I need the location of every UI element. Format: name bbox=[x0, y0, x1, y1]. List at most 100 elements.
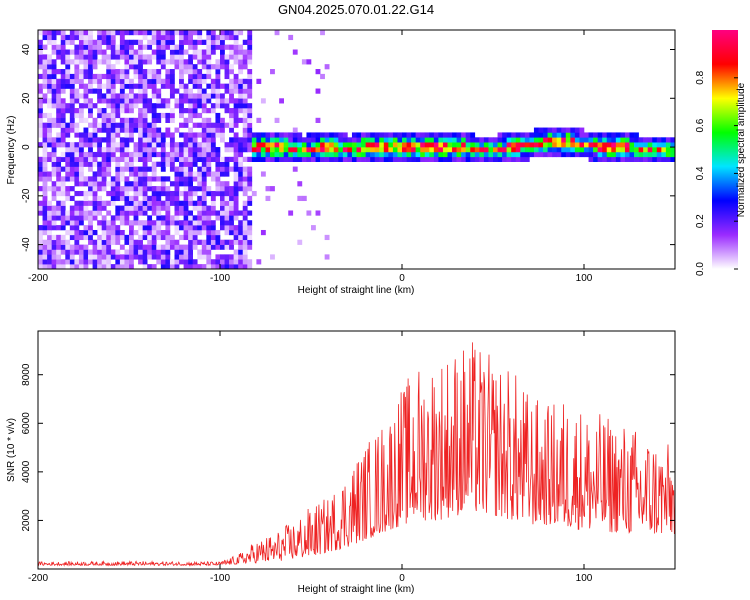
heatmap-cell bbox=[119, 93, 125, 99]
heatmap-cell bbox=[47, 229, 52, 236]
heatmap-cell bbox=[292, 49, 298, 55]
heatmap-cell bbox=[233, 49, 239, 55]
heatmap-cell bbox=[142, 73, 148, 80]
heatmap-cell bbox=[333, 137, 339, 143]
heatmap-cell bbox=[183, 181, 189, 187]
heatmap-cell bbox=[101, 147, 107, 153]
heatmap-cell bbox=[138, 147, 143, 153]
heatmap-cell bbox=[160, 78, 166, 84]
heatmap-cell bbox=[160, 161, 166, 167]
heatmap-cell bbox=[210, 49, 216, 55]
heatmap-cell bbox=[356, 151, 362, 158]
heatmap-cell bbox=[65, 229, 71, 236]
heatmap-cell bbox=[197, 254, 203, 260]
heatmap-cell bbox=[379, 156, 385, 162]
heatmap-cell bbox=[151, 229, 157, 236]
heatmap-cell bbox=[242, 64, 248, 70]
heatmap-cell bbox=[338, 147, 344, 153]
heatmap-cell bbox=[101, 239, 107, 245]
heatmap-cell bbox=[188, 254, 193, 260]
heatmap-cell bbox=[411, 142, 416, 148]
heatmap-cell bbox=[165, 83, 171, 89]
heatmap-cell bbox=[370, 147, 375, 153]
heatmap-cell bbox=[188, 103, 193, 109]
heatmap-cell bbox=[101, 176, 107, 182]
heatmap-cell bbox=[138, 171, 143, 177]
heatmap-cell bbox=[65, 190, 71, 197]
heatmap-cell bbox=[447, 156, 453, 162]
heatmap-cell bbox=[210, 234, 216, 241]
heatmap-cell bbox=[220, 132, 225, 138]
heatmap-cell bbox=[69, 83, 75, 89]
heatmap-cell bbox=[215, 254, 221, 260]
heatmap-cell bbox=[124, 156, 130, 162]
heatmap-cell bbox=[179, 112, 184, 119]
heatmap-cell bbox=[179, 34, 184, 41]
heatmap-cell bbox=[238, 83, 244, 89]
heatmap-cell bbox=[60, 190, 66, 197]
heatmap-cell bbox=[597, 147, 603, 153]
heatmap-cell bbox=[165, 200, 171, 206]
heatmap-cell bbox=[224, 171, 230, 177]
heatmap-cell bbox=[106, 229, 112, 236]
heatmap-cell bbox=[119, 39, 125, 45]
heatmap-cell bbox=[151, 103, 157, 109]
heatmap-cell bbox=[215, 166, 221, 172]
heatmap-cell bbox=[270, 156, 275, 162]
heatmap-cell bbox=[320, 151, 325, 158]
heatmap-cell bbox=[142, 171, 148, 177]
heatmap-cell bbox=[47, 112, 52, 119]
heatmap-cell bbox=[156, 249, 162, 255]
heatmap-cell bbox=[620, 156, 626, 162]
snr-series-line bbox=[38, 342, 675, 567]
heatmap-cell bbox=[220, 54, 225, 60]
heatmap-cell bbox=[229, 142, 234, 148]
heatmap-cell bbox=[347, 137, 353, 143]
heatmap-cell bbox=[42, 34, 48, 41]
heatmap-cell bbox=[201, 264, 207, 269]
heatmap-cell bbox=[442, 156, 448, 162]
heatmap-cell bbox=[188, 215, 193, 221]
x-tick-label: -100 bbox=[210, 273, 230, 284]
spectrogram-x-axis-label: Height of straight line (km) bbox=[298, 285, 415, 296]
heatmap-cell bbox=[634, 142, 639, 148]
heatmap-cell bbox=[242, 225, 248, 231]
heatmap-cell bbox=[38, 225, 43, 231]
heatmap-cell bbox=[165, 59, 171, 65]
heatmap-cell bbox=[197, 103, 203, 109]
heatmap-cell bbox=[138, 151, 143, 158]
heatmap-cell bbox=[224, 83, 230, 89]
heatmap-cell bbox=[183, 249, 189, 255]
heatmap-cell bbox=[497, 142, 503, 148]
heatmap-cell bbox=[201, 78, 207, 84]
heatmap-cell bbox=[119, 122, 125, 128]
heatmap-cell bbox=[124, 176, 130, 182]
heatmap-cell bbox=[511, 151, 517, 158]
heatmap-cell bbox=[106, 44, 112, 50]
heatmap-cell bbox=[88, 176, 93, 182]
heatmap-cell bbox=[51, 78, 57, 84]
heatmap-cell bbox=[188, 171, 193, 177]
heatmap-cell bbox=[656, 151, 662, 158]
heatmap-cell bbox=[215, 59, 221, 65]
heatmap-cell bbox=[47, 78, 52, 84]
heatmap-cell bbox=[38, 30, 43, 36]
heatmap-cell bbox=[242, 83, 248, 89]
heatmap-cell bbox=[69, 122, 75, 128]
heatmap-cell bbox=[388, 137, 394, 143]
heatmap-cell bbox=[388, 156, 394, 162]
heatmap-cell bbox=[565, 127, 571, 133]
heatmap-cell bbox=[247, 186, 253, 192]
colorbar-label: Normalized spectral amplitude bbox=[736, 82, 747, 217]
heatmap-cell bbox=[638, 147, 644, 153]
heatmap-cell bbox=[174, 49, 180, 55]
heatmap-cell bbox=[215, 127, 221, 133]
heatmap-cell bbox=[197, 200, 203, 206]
heatmap-cell bbox=[174, 220, 180, 226]
heatmap-cell bbox=[606, 151, 612, 158]
heatmap-cell bbox=[56, 176, 62, 182]
heatmap-cell bbox=[169, 234, 175, 241]
heatmap-cell bbox=[192, 122, 198, 128]
heatmap-cell bbox=[201, 171, 207, 177]
